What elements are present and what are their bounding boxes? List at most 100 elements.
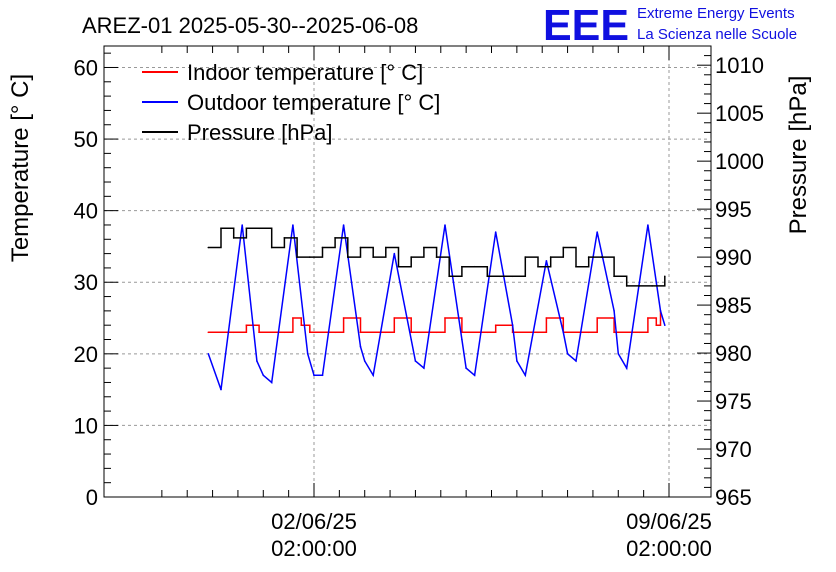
data-point bbox=[309, 256, 311, 258]
data-point bbox=[596, 317, 598, 319]
data-point bbox=[617, 353, 620, 355]
data-point bbox=[342, 224, 345, 226]
data-point bbox=[664, 324, 666, 327]
data-point bbox=[262, 374, 265, 377]
data-point bbox=[473, 374, 476, 377]
data-point bbox=[359, 331, 362, 334]
data-point bbox=[385, 331, 387, 334]
data-point bbox=[651, 285, 653, 287]
series-lines bbox=[207, 224, 666, 391]
data-point bbox=[655, 324, 658, 327]
y-tick-label-right: 970 bbox=[715, 437, 752, 462]
data-point bbox=[461, 338, 463, 341]
y-tick-label-right: 975 bbox=[715, 389, 752, 414]
data-point bbox=[444, 317, 446, 319]
data-point bbox=[423, 246, 425, 249]
data-point bbox=[511, 324, 514, 327]
data-point bbox=[334, 237, 336, 239]
data-point bbox=[524, 256, 527, 258]
data-point bbox=[232, 237, 235, 239]
data-point bbox=[596, 231, 598, 233]
data-point bbox=[473, 265, 476, 268]
data-point bbox=[321, 374, 324, 377]
data-point bbox=[448, 275, 451, 278]
x-tick-label-date-0: 02/06/25 bbox=[271, 509, 357, 534]
legend-label-pressure: Pressure [hPa] bbox=[187, 120, 333, 145]
data-point bbox=[545, 317, 548, 319]
chart-title: AREZ-01 2025-05-30--2025-06-08 bbox=[82, 13, 418, 38]
data-point bbox=[245, 324, 248, 327]
data-point bbox=[575, 360, 577, 362]
data-point bbox=[385, 246, 387, 249]
data-point bbox=[562, 246, 565, 249]
data-point bbox=[397, 265, 400, 268]
data-point bbox=[461, 265, 463, 268]
data-point bbox=[562, 331, 565, 334]
x-tick-label-time-0: 02:00:00 bbox=[271, 536, 357, 561]
data-point bbox=[625, 367, 628, 369]
data-point bbox=[220, 227, 222, 230]
y-tick-label-right: 1005 bbox=[715, 101, 764, 126]
data-point bbox=[625, 285, 628, 287]
data-point bbox=[537, 331, 539, 334]
x-tick-label-time-1: 02:00:00 bbox=[626, 536, 712, 561]
logo-text: EEE bbox=[543, 1, 629, 50]
data-point bbox=[566, 353, 569, 355]
data-point bbox=[511, 275, 514, 278]
data-point bbox=[393, 317, 396, 319]
data-point bbox=[647, 224, 649, 226]
data-point bbox=[256, 360, 258, 362]
eee-logo: EEE Extreme Energy Events La Scienza nel… bbox=[543, 1, 797, 50]
data-point bbox=[372, 374, 375, 377]
y-axis-label-right: Pressure [hPa] bbox=[785, 76, 812, 235]
data-point bbox=[232, 331, 235, 334]
legend: Indoor temperature [° C] Outdoor tempera… bbox=[142, 60, 440, 145]
y-tick-label-right: 985 bbox=[715, 293, 752, 318]
data-point bbox=[494, 231, 497, 233]
data-point bbox=[435, 256, 438, 258]
data-point bbox=[258, 227, 260, 230]
data-point bbox=[494, 324, 497, 327]
data-point bbox=[296, 256, 298, 258]
y-tick-label-right: 995 bbox=[715, 197, 752, 222]
data-point bbox=[393, 252, 396, 255]
data-point bbox=[423, 367, 425, 369]
data-point bbox=[207, 246, 210, 249]
data-point bbox=[359, 246, 362, 249]
y-tick-label-right: 980 bbox=[715, 341, 752, 366]
data-point bbox=[306, 353, 309, 355]
data-point bbox=[435, 331, 438, 334]
data-point bbox=[292, 224, 294, 226]
plot-frame bbox=[103, 45, 712, 498]
data-point bbox=[313, 374, 315, 377]
y-tick-label-left: 60 bbox=[74, 55, 98, 80]
legend-label-indoor: Indoor temperature [° C] bbox=[187, 60, 423, 85]
data-point bbox=[321, 246, 324, 249]
data-point bbox=[499, 275, 501, 278]
data-point bbox=[309, 331, 311, 334]
data-point bbox=[270, 381, 273, 384]
data-point bbox=[220, 388, 222, 391]
y-tick-label-left: 40 bbox=[74, 199, 98, 224]
data-point bbox=[207, 353, 210, 355]
data-point bbox=[363, 360, 366, 362]
y-tick-label-left: 20 bbox=[74, 342, 98, 367]
data-point bbox=[537, 265, 539, 268]
y-tick-label-left: 50 bbox=[74, 127, 98, 152]
y-tick-label-right: 1000 bbox=[715, 149, 764, 174]
axis-ticks: 0 10 20 30 40 50 60 965 970 975 980 985 990 995 1000 10… bbox=[74, 45, 764, 510]
data-point bbox=[245, 227, 248, 230]
data-point bbox=[575, 265, 577, 268]
y-axis-label-left: Temperature [° C] bbox=[7, 74, 34, 262]
y-tick-label-right: 965 bbox=[715, 485, 752, 510]
data-point bbox=[292, 317, 294, 319]
data-point bbox=[283, 237, 286, 239]
data-point bbox=[486, 275, 489, 278]
grid bbox=[104, 46, 711, 497]
data-point bbox=[638, 285, 641, 287]
data-point bbox=[638, 331, 641, 334]
data-point bbox=[414, 360, 417, 362]
data-point bbox=[664, 275, 666, 278]
data-point bbox=[258, 331, 260, 334]
data-point bbox=[516, 360, 518, 362]
